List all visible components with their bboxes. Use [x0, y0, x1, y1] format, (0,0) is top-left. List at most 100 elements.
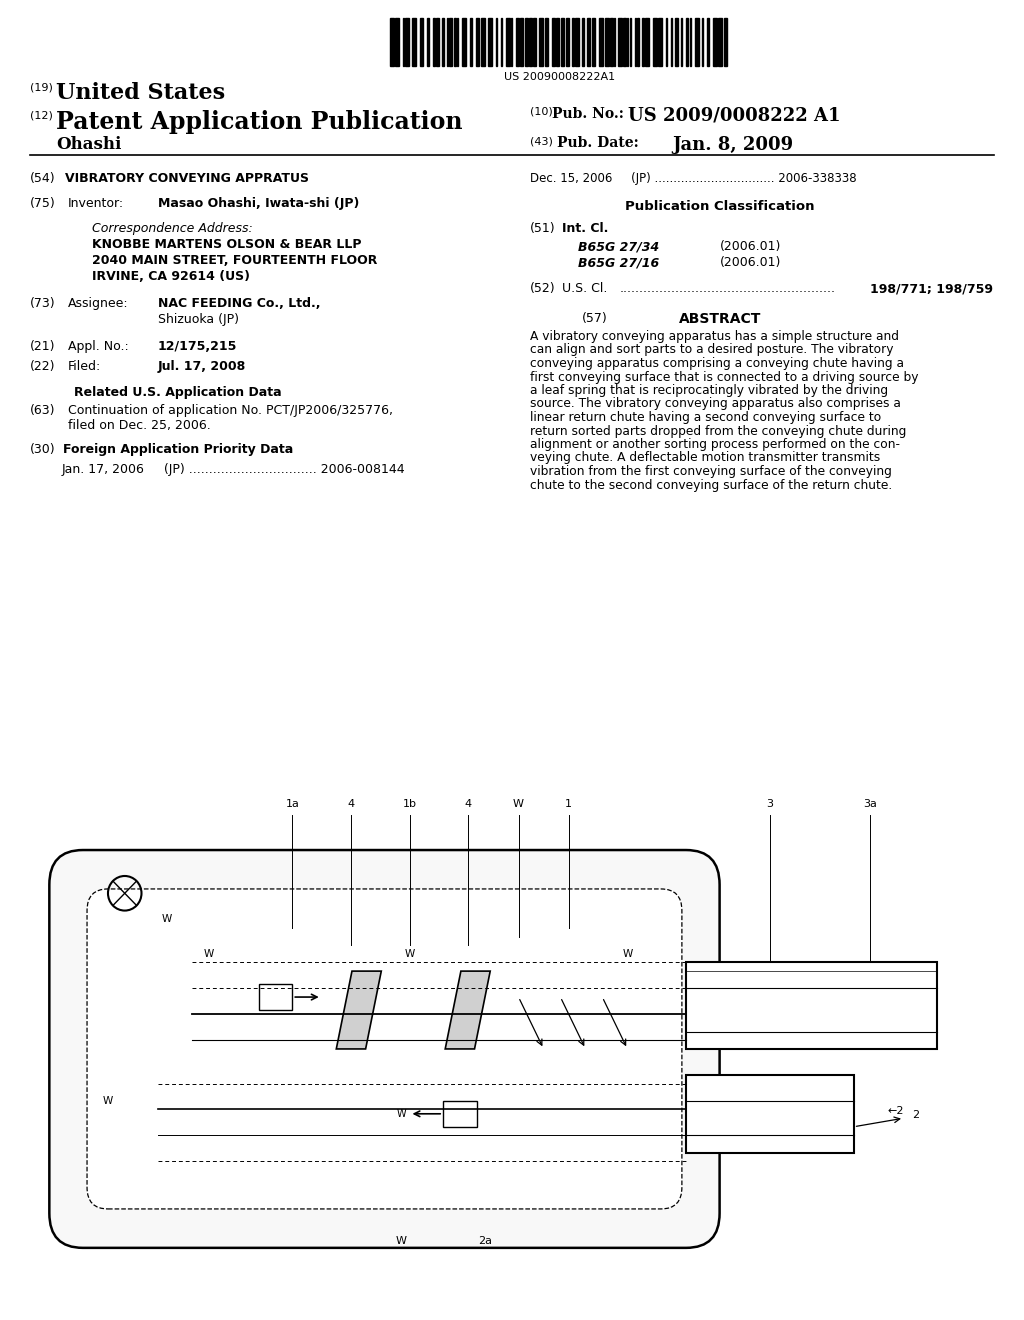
- Text: W: W: [102, 1096, 113, 1106]
- Text: source. The vibratory conveying apparatus also comprises a: source. The vibratory conveying apparatu…: [530, 397, 901, 411]
- Bar: [630, 18, 631, 66]
- Text: (52): (52): [530, 282, 556, 294]
- Text: (21): (21): [30, 341, 55, 352]
- Text: Filed:: Filed:: [68, 360, 101, 374]
- Bar: [501, 18, 502, 66]
- Bar: [671, 18, 672, 66]
- Text: IRVINE, CA 92614 (US): IRVINE, CA 92614 (US): [92, 271, 250, 282]
- Text: B65G 27/34: B65G 27/34: [578, 240, 659, 253]
- Text: Pub. Date:: Pub. Date:: [557, 136, 639, 150]
- Text: (51): (51): [530, 222, 556, 235]
- Text: (2006.01): (2006.01): [720, 240, 781, 253]
- Text: US 2009/0008222 A1: US 2009/0008222 A1: [628, 107, 841, 125]
- Text: Foreign Application Priority Data: Foreign Application Priority Data: [62, 444, 293, 455]
- Bar: [552, 18, 555, 66]
- Text: first conveying surface that is connected to a driving source by: first conveying surface that is connecte…: [530, 371, 919, 384]
- Text: ABSTRACT: ABSTRACT: [679, 312, 761, 326]
- Bar: [605, 18, 609, 66]
- Bar: [652, 18, 656, 66]
- Bar: [432, 18, 435, 66]
- Text: (54): (54): [30, 172, 55, 185]
- Text: W: W: [513, 799, 524, 809]
- Bar: [520, 18, 522, 66]
- Text: Shizuoka (JP): Shizuoka (JP): [158, 313, 239, 326]
- Polygon shape: [336, 972, 381, 1049]
- Bar: [582, 18, 585, 66]
- Text: 198/771; 198/759: 198/771; 198/759: [870, 282, 993, 294]
- Text: W: W: [623, 949, 633, 958]
- Text: 3: 3: [766, 799, 773, 809]
- Bar: [540, 18, 544, 66]
- Text: conveying apparatus comprising a conveying chute having a: conveying apparatus comprising a conveyi…: [530, 356, 904, 370]
- Bar: [617, 18, 622, 66]
- Text: 2a: 2a: [478, 1236, 492, 1246]
- Bar: [487, 18, 492, 66]
- Text: (75): (75): [30, 197, 55, 210]
- Bar: [724, 18, 727, 66]
- Bar: [545, 18, 549, 66]
- Bar: [529, 18, 531, 66]
- Bar: [427, 18, 429, 66]
- Bar: [707, 18, 710, 66]
- Text: (63): (63): [30, 404, 55, 417]
- Text: W: W: [204, 949, 214, 958]
- Bar: [686, 962, 937, 1049]
- Text: Jan. 17, 2006     (JP) ................................ 2006-008144: Jan. 17, 2006 (JP) .....................…: [62, 463, 406, 477]
- Text: Jul. 17, 2008: Jul. 17, 2008: [158, 360, 246, 374]
- Bar: [259, 985, 292, 1010]
- Text: Ohashi: Ohashi: [56, 136, 122, 153]
- Text: W: W: [162, 915, 172, 924]
- Bar: [719, 18, 722, 66]
- Text: Assignee:: Assignee:: [68, 297, 129, 310]
- Bar: [645, 18, 649, 66]
- Text: can align and sort parts to a desired posture. The vibratory: can align and sort parts to a desired po…: [530, 343, 894, 356]
- FancyBboxPatch shape: [87, 888, 682, 1209]
- Bar: [455, 18, 456, 66]
- Bar: [701, 18, 702, 66]
- Bar: [532, 18, 536, 66]
- Bar: [686, 1074, 854, 1152]
- Bar: [599, 18, 602, 66]
- Text: Inventor:: Inventor:: [68, 197, 124, 210]
- Bar: [561, 18, 564, 66]
- Bar: [441, 18, 444, 66]
- Bar: [420, 18, 424, 66]
- Text: Related U.S. Application Data: Related U.S. Application Data: [74, 385, 282, 399]
- Text: Masao Ohashi, Iwata-shi (JP): Masao Ohashi, Iwata-shi (JP): [158, 197, 359, 210]
- Text: ......................................................: ........................................…: [620, 282, 836, 294]
- Bar: [516, 18, 519, 66]
- Text: 2: 2: [912, 1110, 920, 1121]
- Bar: [635, 18, 636, 66]
- Text: Pub. No.:: Pub. No.:: [552, 107, 624, 121]
- Bar: [637, 18, 639, 66]
- Text: (57): (57): [582, 312, 608, 325]
- Bar: [592, 18, 595, 66]
- Bar: [412, 18, 416, 66]
- Bar: [506, 18, 510, 66]
- FancyBboxPatch shape: [49, 850, 720, 1247]
- Text: (73): (73): [30, 297, 55, 310]
- Text: 4: 4: [347, 799, 354, 809]
- Text: B65G 27/16: B65G 27/16: [578, 256, 659, 269]
- Text: Jan. 8, 2009: Jan. 8, 2009: [672, 136, 794, 154]
- Bar: [481, 18, 485, 66]
- Bar: [406, 18, 410, 66]
- Text: 3a: 3a: [863, 799, 878, 809]
- Text: Int. Cl.: Int. Cl.: [562, 222, 608, 235]
- Bar: [525, 18, 527, 66]
- Text: W: W: [404, 949, 415, 958]
- Text: W: W: [395, 1236, 407, 1246]
- Bar: [450, 18, 452, 66]
- Bar: [443, 1101, 476, 1127]
- Text: KNOBBE MARTENS OLSON & BEAR LLP: KNOBBE MARTENS OLSON & BEAR LLP: [92, 238, 361, 251]
- Bar: [476, 18, 479, 66]
- Text: Publication Classification: Publication Classification: [626, 201, 815, 213]
- Text: 1: 1: [565, 799, 572, 809]
- Text: linear return chute having a second conveying surface to: linear return chute having a second conv…: [530, 411, 882, 424]
- Text: (10): (10): [530, 107, 553, 117]
- Text: (19): (19): [30, 82, 53, 92]
- Text: (30): (30): [30, 444, 55, 455]
- Text: Continuation of application No. PCT/JP2006/325776,: Continuation of application No. PCT/JP20…: [68, 404, 393, 417]
- Bar: [666, 18, 667, 66]
- Bar: [446, 18, 447, 66]
